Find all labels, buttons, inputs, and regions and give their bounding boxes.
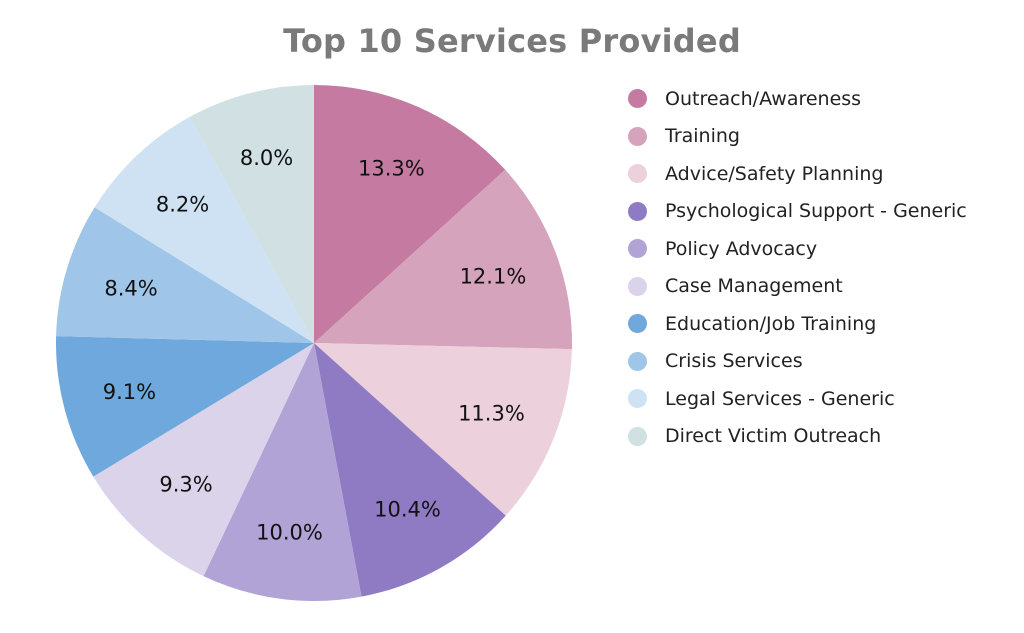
pie-slice-8	[56, 207, 314, 343]
legend-label: Training	[665, 125, 740, 148]
pie-slice-6	[93, 343, 314, 577]
legend-item-3[interactable]: Advice/Safety Planning	[628, 155, 1018, 193]
slice-label-2: 12.1%	[460, 264, 527, 288]
legend-swatch-icon	[628, 126, 647, 146]
slice-label-7: 9.1%	[103, 380, 156, 404]
legend-item-5[interactable]: Policy Advocacy	[628, 230, 1018, 268]
legend-swatch-icon	[628, 239, 647, 259]
slice-label-8: 8.4%	[104, 276, 157, 300]
pie-slice-1	[314, 85, 506, 343]
chart-title: Top 10 Services Provided	[283, 22, 741, 60]
legend-item-7[interactable]: Education/Job Training	[628, 305, 1018, 343]
legend-swatch-icon	[628, 314, 647, 334]
pie-slice-5	[203, 343, 362, 601]
legend-label: Psychological Support - Generic	[665, 200, 967, 223]
pie-slice-7	[55, 336, 314, 477]
slice-label-5: 10.0%	[256, 520, 323, 544]
legend-label: Crisis Services	[665, 350, 803, 373]
legend-label: Advice/Safety Planning	[665, 162, 884, 185]
legend-swatch-icon	[628, 351, 647, 371]
legend-label: Direct Victim Outreach	[665, 425, 882, 448]
legend-item-2[interactable]: Training	[628, 118, 1018, 156]
pie-chart: 13.3% 12.1% 11.3% 10.4% 10.0% 9.3% 9.1% 8.4% 8.2…	[55, 85, 573, 601]
slice-label-3: 11.3%	[458, 401, 525, 425]
legend-label: Policy Advocacy	[665, 237, 818, 260]
legend-label: Case Management	[665, 275, 843, 298]
legend-swatch-icon	[628, 164, 647, 184]
legend: Outreach/Awareness Training Advice/Safety …	[628, 80, 1018, 455]
legend-label: Outreach/Awareness	[665, 87, 862, 110]
legend-swatch-icon	[628, 389, 647, 409]
pie-slice-4	[314, 343, 506, 597]
legend-swatch-icon	[628, 276, 647, 296]
legend-item-8[interactable]: Crisis Services	[628, 343, 1018, 381]
pie-slices	[55, 85, 573, 601]
legend-label: Education/Job Training	[665, 312, 877, 335]
legend-swatch-icon	[628, 89, 647, 109]
pie-slice-10	[189, 85, 314, 343]
legend-item-6[interactable]: Case Management	[628, 268, 1018, 306]
slice-label-6: 9.3%	[159, 473, 212, 497]
slice-label-4: 10.4%	[374, 497, 441, 521]
legend-item-10[interactable]: Direct Victim Outreach	[628, 418, 1018, 456]
legend-swatch-icon	[628, 201, 647, 221]
pie-slice-9	[94, 116, 314, 343]
legend-label: Legal Services - Generic	[665, 387, 895, 410]
slice-label-9: 8.2%	[156, 193, 209, 217]
legend-item-4[interactable]: Psychological Support - Generic	[628, 193, 1018, 231]
slice-label-10: 8.0%	[240, 146, 293, 170]
pie-labels: 13.3% 12.1% 11.3% 10.4% 10.0% 9.3% 9.1% 8.4% 8.2…	[103, 146, 527, 544]
pie-slice-3	[314, 343, 572, 516]
legend-item-9[interactable]: Legal Services - Generic	[628, 380, 1018, 418]
slice-label-1: 13.3%	[358, 156, 425, 180]
legend-item-1[interactable]: Outreach/Awareness	[628, 80, 1018, 118]
pie-slice-2	[314, 169, 573, 350]
legend-swatch-icon	[628, 426, 647, 446]
